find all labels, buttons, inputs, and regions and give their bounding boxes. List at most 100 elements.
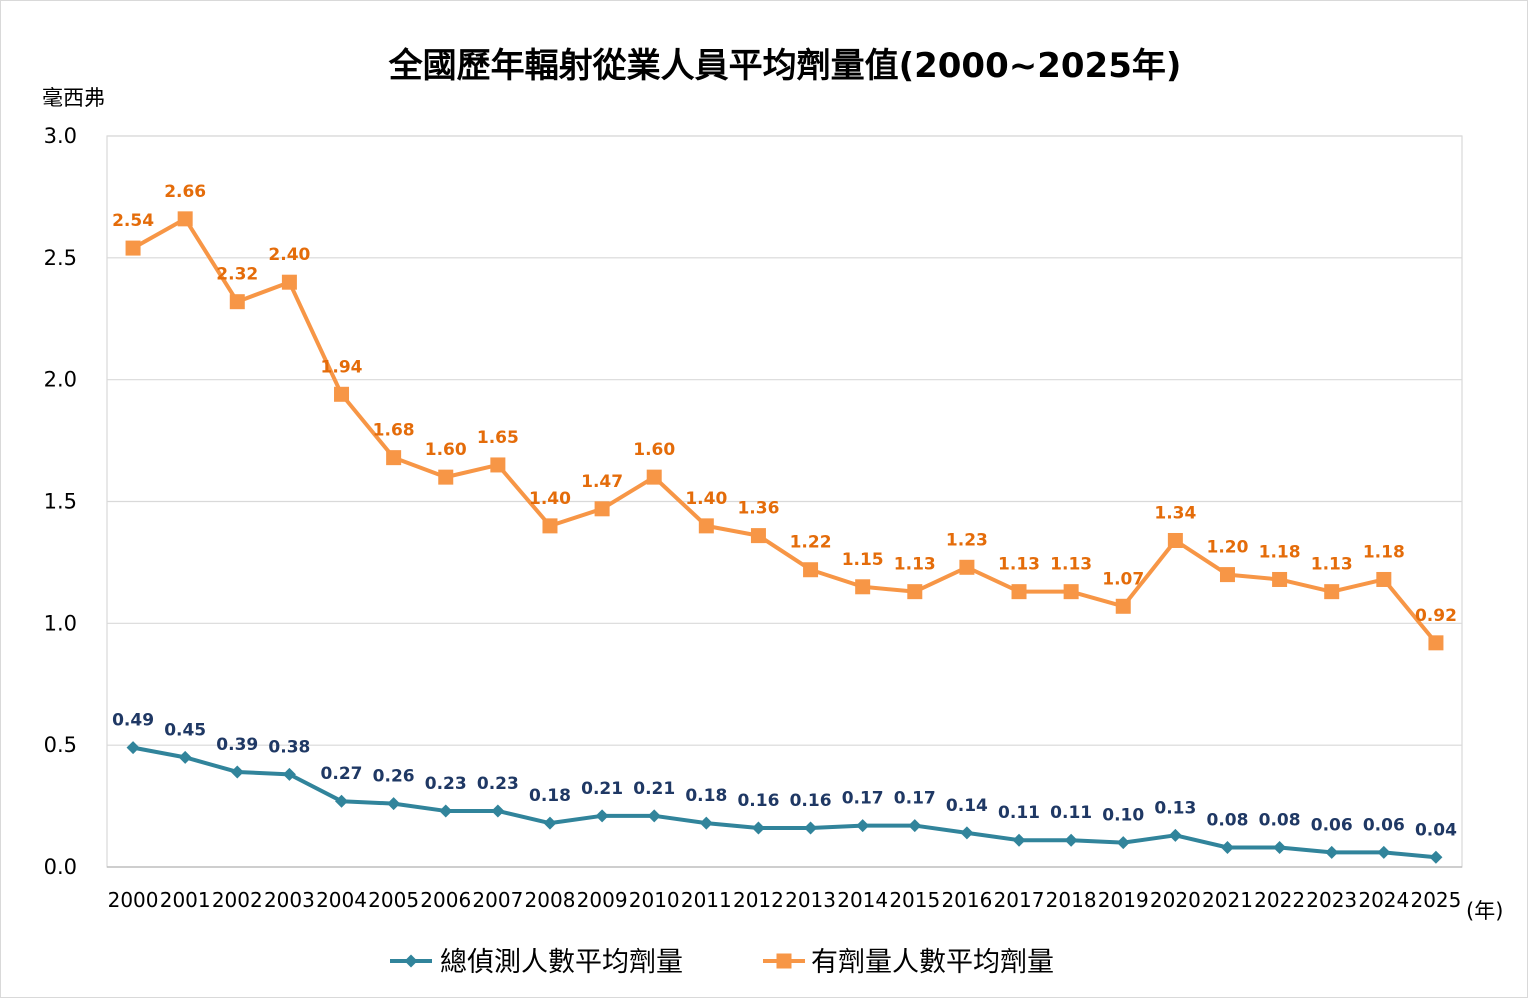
data-point: [334, 386, 350, 402]
data-label: 0.14: [946, 796, 988, 816]
data-point: [1272, 571, 1288, 587]
data-point: [1273, 841, 1287, 855]
data-label: 1.15: [842, 550, 884, 570]
legend-label: 總偵測人數平均劑量: [440, 947, 683, 978]
data-point: [1325, 845, 1339, 859]
chart-title: 全國歷年輻射從業人員平均劑量值(2000~2025年): [388, 46, 1182, 86]
data-label: 1.13: [1050, 555, 1092, 575]
x-tick-label: 2022: [1254, 888, 1305, 912]
data-point: [178, 750, 192, 764]
x-tick-label: 2015: [889, 888, 940, 912]
data-label: 1.40: [529, 489, 571, 509]
data-point: [282, 767, 296, 781]
x-tick-label: 2000: [108, 888, 159, 912]
data-label: 0.17: [894, 789, 936, 809]
data-label: 0.11: [998, 803, 1040, 823]
data-label: 0.39: [216, 735, 258, 755]
data-point: [698, 518, 714, 534]
x-tick-label: 2020: [1150, 888, 1201, 912]
data-label: 0.17: [842, 789, 884, 809]
data-point: [908, 819, 922, 833]
data-label: 0.16: [737, 791, 779, 811]
y-tick-label: 2.0: [44, 368, 77, 392]
data-label: 0.38: [268, 737, 310, 757]
data-label: 2.66: [164, 182, 206, 202]
data-point: [1219, 567, 1235, 583]
data-label: 0.10: [1102, 806, 1144, 826]
data-label: 0.45: [164, 720, 206, 740]
x-tick-label: 2011: [681, 888, 732, 912]
data-point: [1063, 584, 1079, 600]
data-point: [594, 501, 610, 517]
y-tick-label: 1.5: [44, 490, 77, 514]
x-tick-label: 2009: [577, 888, 628, 912]
data-label: 0.21: [633, 779, 675, 799]
data-point: [1429, 850, 1443, 864]
data-label: 2.32: [216, 265, 258, 285]
x-tick-label: 2023: [1306, 888, 1357, 912]
data-label: 0.08: [1259, 811, 1301, 831]
data-label: 0.06: [1311, 815, 1353, 835]
data-point: [1376, 571, 1392, 587]
y-tick-label: 3.0: [44, 124, 77, 148]
data-label: 1.47: [581, 472, 623, 492]
x-tick-label: 2016: [941, 888, 992, 912]
data-label: 1.68: [373, 421, 415, 441]
x-tick-label: 2019: [1098, 888, 1149, 912]
data-label: 1.23: [946, 530, 988, 550]
data-point: [542, 518, 558, 534]
data-label: 1.60: [425, 440, 467, 460]
data-label: 1.20: [1207, 538, 1249, 558]
x-tick-label: 2018: [1046, 888, 1097, 912]
data-point: [699, 816, 713, 830]
data-point: [490, 457, 506, 473]
data-point: [386, 450, 402, 466]
data-point: [438, 469, 454, 485]
data-label: 0.04: [1415, 820, 1457, 840]
data-label: 1.60: [633, 440, 675, 460]
x-tick-label: 2012: [733, 888, 784, 912]
data-point: [803, 562, 819, 578]
x-tick-label: 2008: [525, 888, 576, 912]
data-label: 2.54: [112, 211, 154, 231]
y-tick-label: 1.0: [44, 611, 77, 635]
x-tick-label: 2013: [785, 888, 836, 912]
data-point: [1324, 584, 1340, 600]
data-label: 0.16: [790, 791, 832, 811]
data-label: 1.13: [1311, 555, 1353, 575]
x-axis-label: (年): [1466, 899, 1503, 923]
x-tick-label: 2003: [264, 888, 315, 912]
data-point: [1064, 833, 1078, 847]
data-label: 1.18: [1363, 542, 1405, 562]
data-point: [491, 804, 505, 818]
data-point: [230, 765, 244, 779]
data-point: [1115, 598, 1131, 614]
data-point: [959, 559, 975, 575]
data-point: [907, 584, 923, 600]
data-label: 0.26: [373, 767, 415, 787]
data-label: 0.06: [1363, 815, 1405, 835]
data-point: [543, 816, 557, 830]
data-point: [1428, 635, 1444, 651]
data-point: [126, 741, 140, 755]
x-tick-label: 2024: [1358, 888, 1409, 912]
y-tick-label: 2.5: [44, 246, 77, 270]
y-axis-label: 毫西弗: [42, 86, 105, 110]
data-label: 1.94: [321, 357, 363, 377]
data-point: [595, 809, 609, 823]
x-tick-label: 2017: [994, 888, 1045, 912]
data-point: [281, 274, 297, 290]
data-point: [1116, 836, 1130, 850]
data-label: 1.65: [477, 428, 519, 448]
data-point: [177, 211, 193, 227]
data-point: [804, 821, 818, 835]
x-tick-label: 2006: [420, 888, 471, 912]
data-point: [335, 794, 349, 808]
x-tick-label: 2025: [1410, 888, 1461, 912]
data-point: [856, 819, 870, 833]
y-tick-label: 0.5: [44, 733, 77, 757]
data-label: 0.23: [477, 774, 519, 794]
